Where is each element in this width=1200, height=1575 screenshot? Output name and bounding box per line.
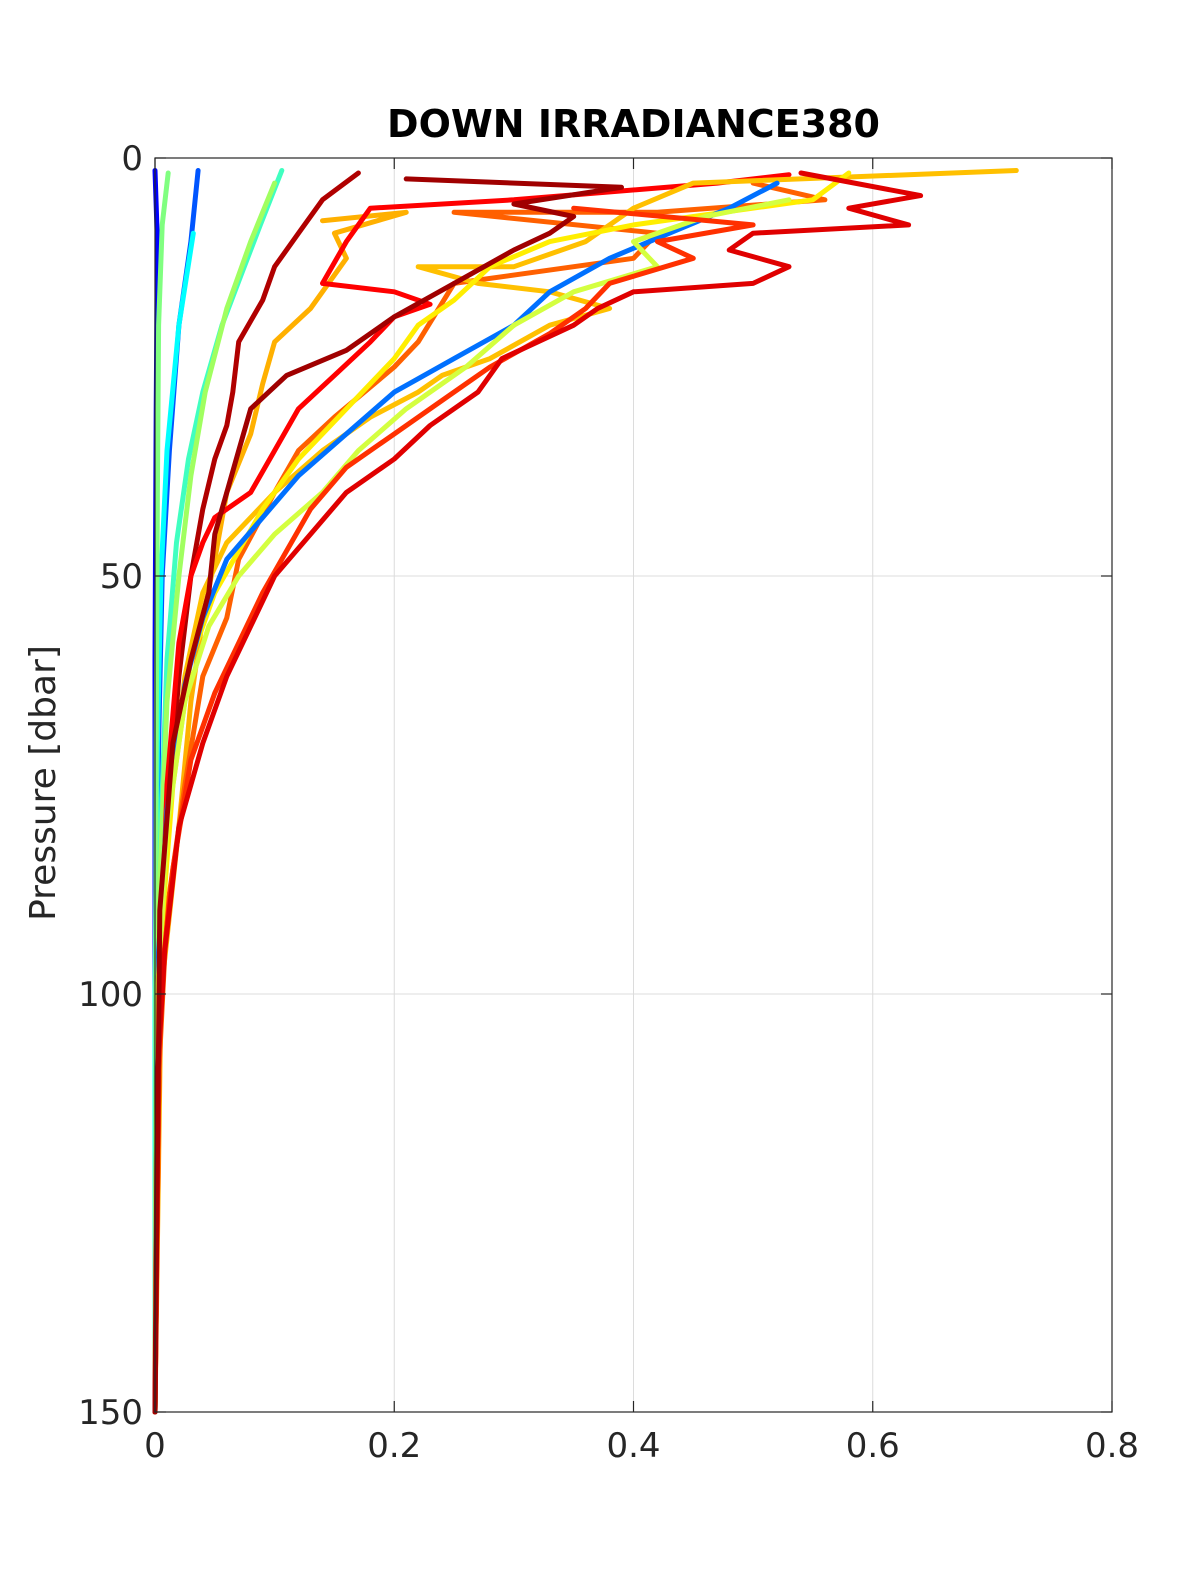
y-tick-label: 50 (100, 557, 143, 597)
y-tick-label: 100 (78, 975, 143, 1015)
series-line-9 (152, 172, 792, 1415)
series-line-4 (152, 170, 171, 1415)
series-line-17 (152, 176, 624, 1415)
x-tick-label: 0 (144, 1426, 166, 1466)
x-tick-label: 0.6 (846, 1426, 900, 1466)
axis-ticks (154, 157, 1113, 1413)
x-tick-label: 0.2 (367, 1426, 421, 1466)
x-axis-tick-labels: 0 0.2 0.4 0.6 0.8 (144, 1426, 1139, 1466)
y-axis-tick-labels: 0 50 100 150 (78, 139, 143, 1433)
y-axis-label: Pressure [dbar] (23, 645, 64, 921)
series-line-11 (152, 168, 1019, 1415)
y-tick-label: 150 (78, 1393, 143, 1433)
series-line-16 (152, 170, 924, 1415)
x-tick-label: 0.8 (1085, 1426, 1139, 1466)
y-tick-label: 0 (121, 139, 143, 179)
chart-title: DOWN IRRADIANCE380 (387, 102, 880, 146)
series-line-6 (152, 180, 278, 1415)
series-line-14 (152, 197, 792, 1415)
series-line-15 (152, 205, 756, 1415)
x-tick-label: 0.4 (606, 1426, 660, 1466)
